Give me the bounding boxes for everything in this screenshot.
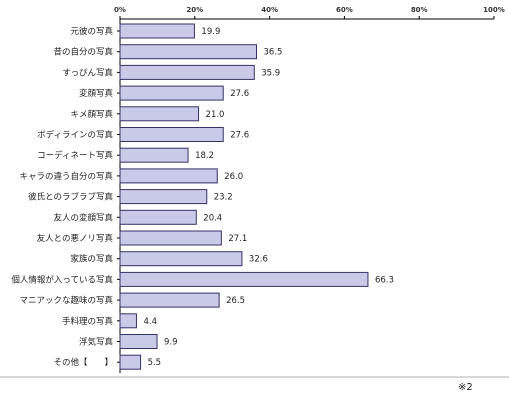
value-label: 26.0	[224, 172, 243, 182]
value-label: 27.6	[230, 131, 249, 141]
category-labels: 元彼の写真昔の自分の写真すっぴん写真変顔写真キメ顔写真ボディラインの写真コーディ…	[11, 26, 120, 368]
x-tick-label: 0%	[114, 6, 126, 14]
value-labels: 19.9 36.5 35.9 27.6 21.0 27.6 18.2 26.0 23.2 20.4…	[143, 27, 393, 368]
bar	[119, 271, 369, 287]
value-label: 21.0	[206, 110, 225, 120]
category-label: 手料理の写真	[62, 316, 114, 327]
bar	[119, 147, 189, 163]
bar	[119, 230, 222, 246]
value-label: 27.6	[230, 89, 249, 99]
bar	[119, 292, 220, 308]
value-label: 9.9	[164, 338, 178, 348]
category-label: ボディラインの写真	[37, 130, 113, 141]
category-label: コーディネート写真	[37, 150, 113, 161]
category-label: 昔の自分の写真	[53, 47, 113, 58]
value-label: 23.2	[214, 193, 233, 203]
value-label: 66.3	[375, 275, 394, 285]
footnote: ※2	[458, 382, 473, 393]
bar	[119, 189, 208, 205]
category-label: 家族の写真	[70, 254, 113, 265]
value-label: 26.5	[226, 296, 245, 306]
value-label: 35.9	[261, 68, 280, 78]
category-label: キャラの違う自分の写真	[19, 171, 113, 182]
category-label: 元彼の写真	[70, 26, 113, 37]
value-label: 4.4	[143, 317, 157, 327]
value-label: 36.5	[264, 48, 283, 58]
bar	[119, 64, 255, 80]
x-tick-label: 60%	[336, 6, 353, 14]
bar	[119, 85, 224, 101]
value-label: 18.2	[195, 151, 214, 161]
value-label: 32.6	[249, 255, 268, 265]
value-label: 27.1	[228, 234, 247, 244]
category-label: 変顔写真	[79, 88, 114, 99]
bar	[119, 168, 218, 184]
category-label: マニアックな趣味の写真	[19, 295, 113, 306]
value-label: 19.9	[201, 27, 220, 37]
category-label: 個人情報が入っている写真	[11, 274, 113, 285]
bar	[119, 313, 137, 329]
value-label: 20.4	[203, 213, 222, 223]
x-tick-label: 80%	[411, 6, 428, 14]
bar	[119, 251, 243, 267]
category-label: キメ顔写真	[70, 109, 113, 120]
x-tick-label: 40%	[261, 6, 278, 14]
value-label: 5.5	[148, 358, 162, 368]
category-label: 彼氏とのラブラブ写真	[28, 192, 113, 203]
bar	[119, 209, 197, 225]
bars	[119, 23, 369, 370]
category-label: 友人の変顔写真	[53, 212, 113, 223]
category-label: 浮気写真	[79, 337, 114, 348]
bar	[119, 334, 158, 349]
x-tick-label: 20%	[186, 6, 203, 14]
category-label: 友人との悪ノリ写真	[37, 233, 114, 244]
category-label: その他【 】	[53, 357, 113, 368]
bar	[119, 106, 200, 122]
category-label: すっぴん写真	[62, 67, 113, 78]
x-ticks: 0% 20% 40% 60% 80% 100%	[114, 6, 505, 19]
bar	[119, 127, 224, 142]
bar	[119, 44, 258, 60]
bar	[119, 354, 142, 370]
bar	[119, 23, 195, 39]
x-tick-label: 100%	[483, 6, 505, 14]
